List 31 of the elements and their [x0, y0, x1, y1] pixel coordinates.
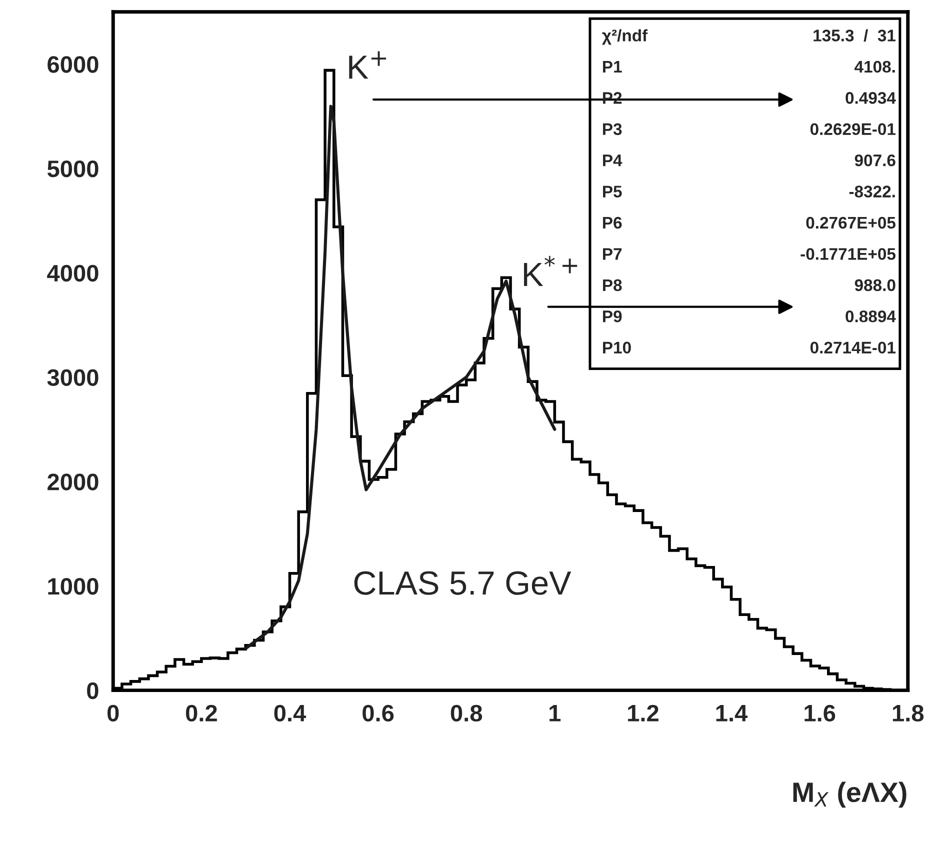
x-tick-label: 0 — [108, 704, 119, 722]
y-tick-label: 5000 — [47, 160, 98, 178]
text: P4 907.6 — [603, 154, 896, 166]
y-tick-label: 3000 — [47, 369, 98, 386]
y-tick-label: 2000 — [48, 474, 98, 490]
x-tick-label: 0.6 — [362, 704, 394, 722]
text: P1 4108. — [603, 60, 895, 73]
x-tick-label: 0.2 — [186, 704, 217, 722]
annotation: K$^{*+}$ — [524, 256, 578, 286]
text: χ²/ndf 135.3 / 31 — [602, 29, 896, 45]
text: P9 0.8894 — [603, 310, 896, 322]
text: P8 988.0 — [603, 279, 896, 292]
text: P7 -0.1771E+05 — [603, 248, 896, 260]
x-tick-label: 1 — [550, 705, 561, 722]
x-tick-label: 1.2 — [628, 704, 658, 722]
text: P3 0.2629E-01 — [603, 123, 896, 136]
y-tick-label: 6000 — [48, 56, 98, 73]
x-tick-label: 1.6 — [804, 704, 836, 722]
x-axis-title: M$_{X}$ (eΛX) — [793, 782, 906, 808]
y-tick-label: 1000 — [48, 578, 98, 595]
text: P10 0.2714E-01 — [603, 342, 896, 354]
text: P5 -8322. — [603, 186, 895, 198]
x-tick-label: 1.8 — [892, 704, 924, 722]
x-tick-label: 0.4 — [274, 704, 306, 722]
x-tick-label: 1.4 — [716, 705, 748, 722]
text: P6 0.2767E+05 — [603, 216, 896, 229]
x-tick-label: 0.8 — [450, 704, 482, 722]
annotation: CLAS 5.7 GeV — [354, 571, 572, 595]
annotation: K$^{+}$ — [349, 51, 386, 79]
y-tick-label: 4000 — [47, 264, 98, 282]
y-tick-label: 0 — [87, 682, 98, 700]
